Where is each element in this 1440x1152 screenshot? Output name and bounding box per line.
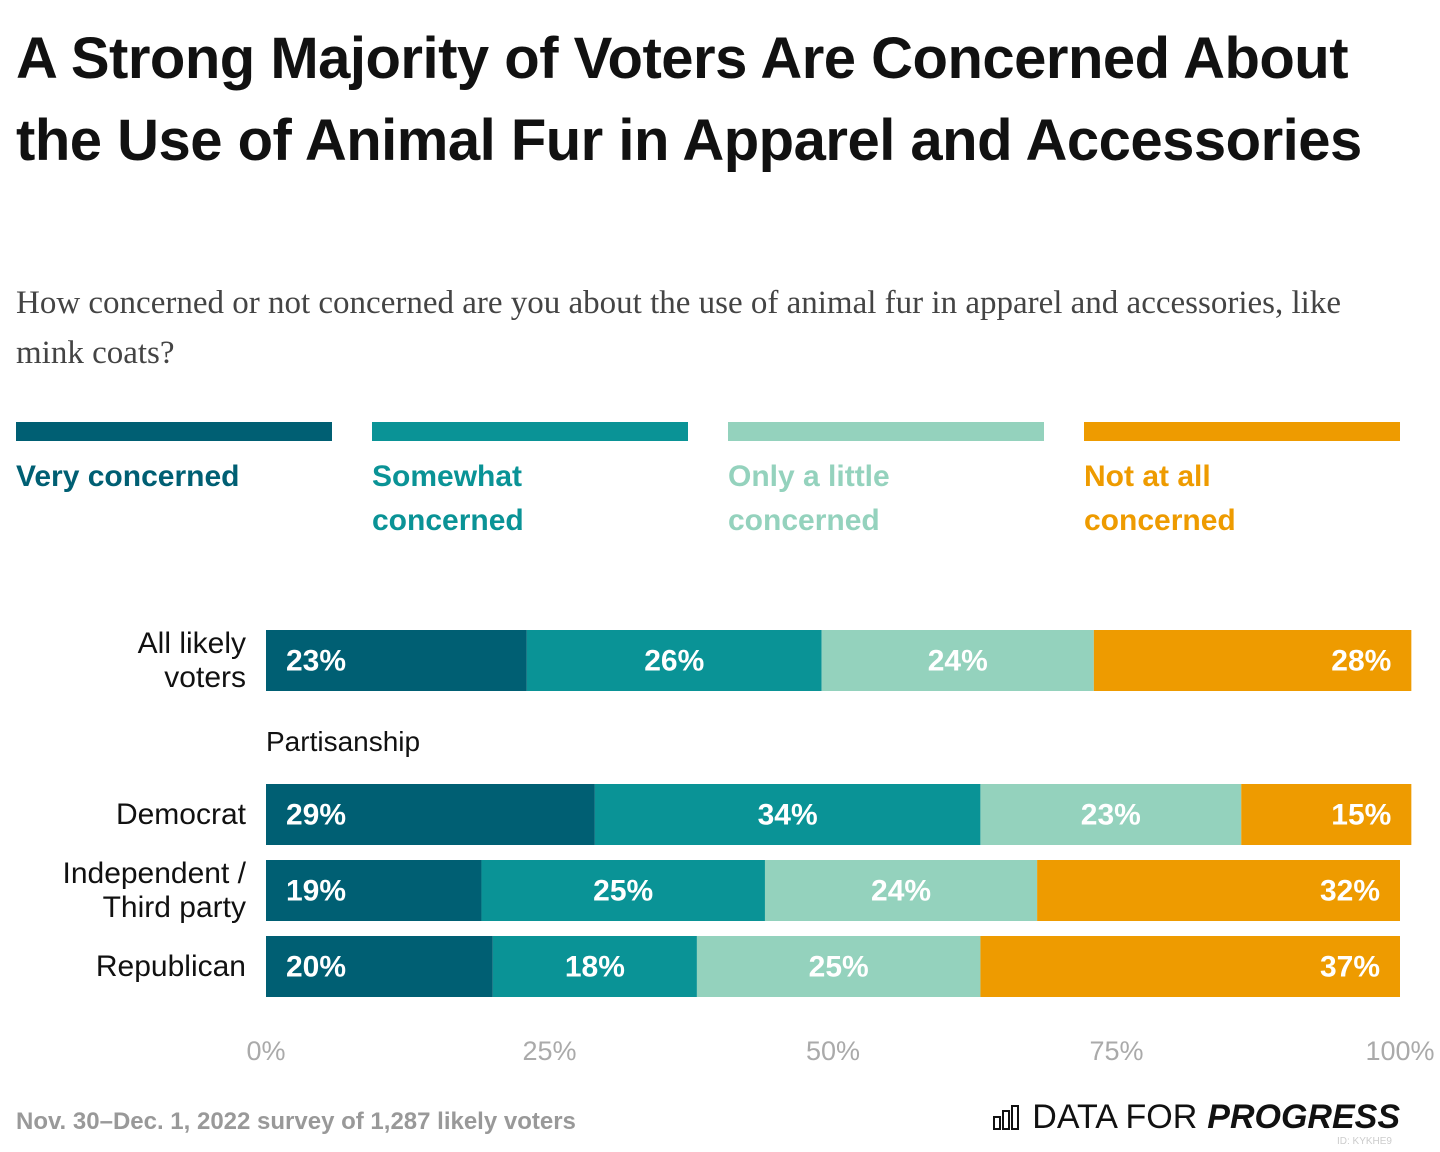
data-label: 24% (928, 644, 988, 677)
legend-label: Not at all concerned (1084, 460, 1236, 537)
bar-segment (266, 860, 482, 921)
bar-segment (526, 630, 822, 691)
brand: DATA FOR PROGRESS (992, 1098, 1400, 1137)
data-label: 23% (286, 644, 346, 677)
x-tick-label: 100% (1365, 1036, 1434, 1066)
group-label: Partisanship (266, 726, 421, 757)
legend-item: Somewhat concerned (372, 422, 688, 543)
x-tick-label: 50% (806, 1036, 860, 1066)
legend-swatch (372, 422, 688, 441)
legend-swatch (16, 422, 332, 441)
legend-item: Very concerned (16, 422, 332, 499)
bar-segment (980, 784, 1242, 845)
x-tick-label: 75% (1089, 1036, 1143, 1066)
legend-item: Not at all concerned (1084, 422, 1400, 543)
bar-segment (764, 860, 1038, 921)
chart-subtitle: How concerned or not concerned are you a… (16, 285, 1341, 371)
y-tick-label: All likely voters (137, 626, 246, 694)
data-label: 29% (286, 798, 346, 831)
bar-segment (266, 784, 595, 845)
y-tick-label: Republican (95, 949, 246, 983)
bar-segment (821, 630, 1094, 691)
data-label: 34% (758, 798, 818, 831)
brand-text: DATA FOR (1032, 1098, 1198, 1136)
x-tick-label: 25% (522, 1036, 576, 1066)
bar-segment (980, 936, 1400, 997)
data-label: 28% (1331, 644, 1391, 677)
bar-segment (481, 860, 765, 921)
legend-label: Somewhat concerned (372, 460, 524, 537)
data-label: 32% (1320, 874, 1380, 907)
data-label: 24% (871, 874, 931, 907)
chart-id: ID: KYKHE9 (1336, 1136, 1392, 1147)
brand-emphasis: PROGRESS (1207, 1098, 1400, 1136)
y-tick-label: Independent / Third party (62, 856, 246, 924)
legend-swatch (1084, 422, 1400, 441)
legend-swatch (728, 422, 1044, 441)
bar-segment (266, 936, 493, 997)
bar-segment (594, 784, 981, 845)
bar-segment (1037, 860, 1400, 921)
data-label: 25% (809, 950, 869, 983)
data-label: 37% (1320, 950, 1380, 983)
bar-segment (266, 630, 527, 691)
chart-title: A Strong Majority of Voters Are Concerne… (16, 26, 1362, 173)
data-label: 15% (1331, 798, 1391, 831)
bar-segment (1241, 784, 1412, 845)
y-tick-label: Democrat (115, 797, 246, 831)
brand-icon (993, 1104, 1020, 1130)
bar-segment (1093, 630, 1412, 691)
data-label: 18% (565, 950, 625, 983)
x-tick-label: 0% (246, 1036, 285, 1066)
legend-item: Only a little concerned (728, 422, 1044, 543)
legend-label: Only a little concerned (728, 460, 890, 537)
data-label: 23% (1081, 798, 1141, 831)
data-label: 20% (286, 950, 346, 983)
bar-segment (696, 936, 981, 997)
legend-label: Very concerned (16, 460, 240, 493)
data-label: 19% (286, 874, 346, 907)
data-label: 26% (644, 644, 704, 677)
bar-segment (492, 936, 697, 997)
source-note: Nov. 30–Dec. 1, 2022 survey of 1,287 lik… (16, 1108, 576, 1135)
data-label: 25% (593, 874, 653, 907)
